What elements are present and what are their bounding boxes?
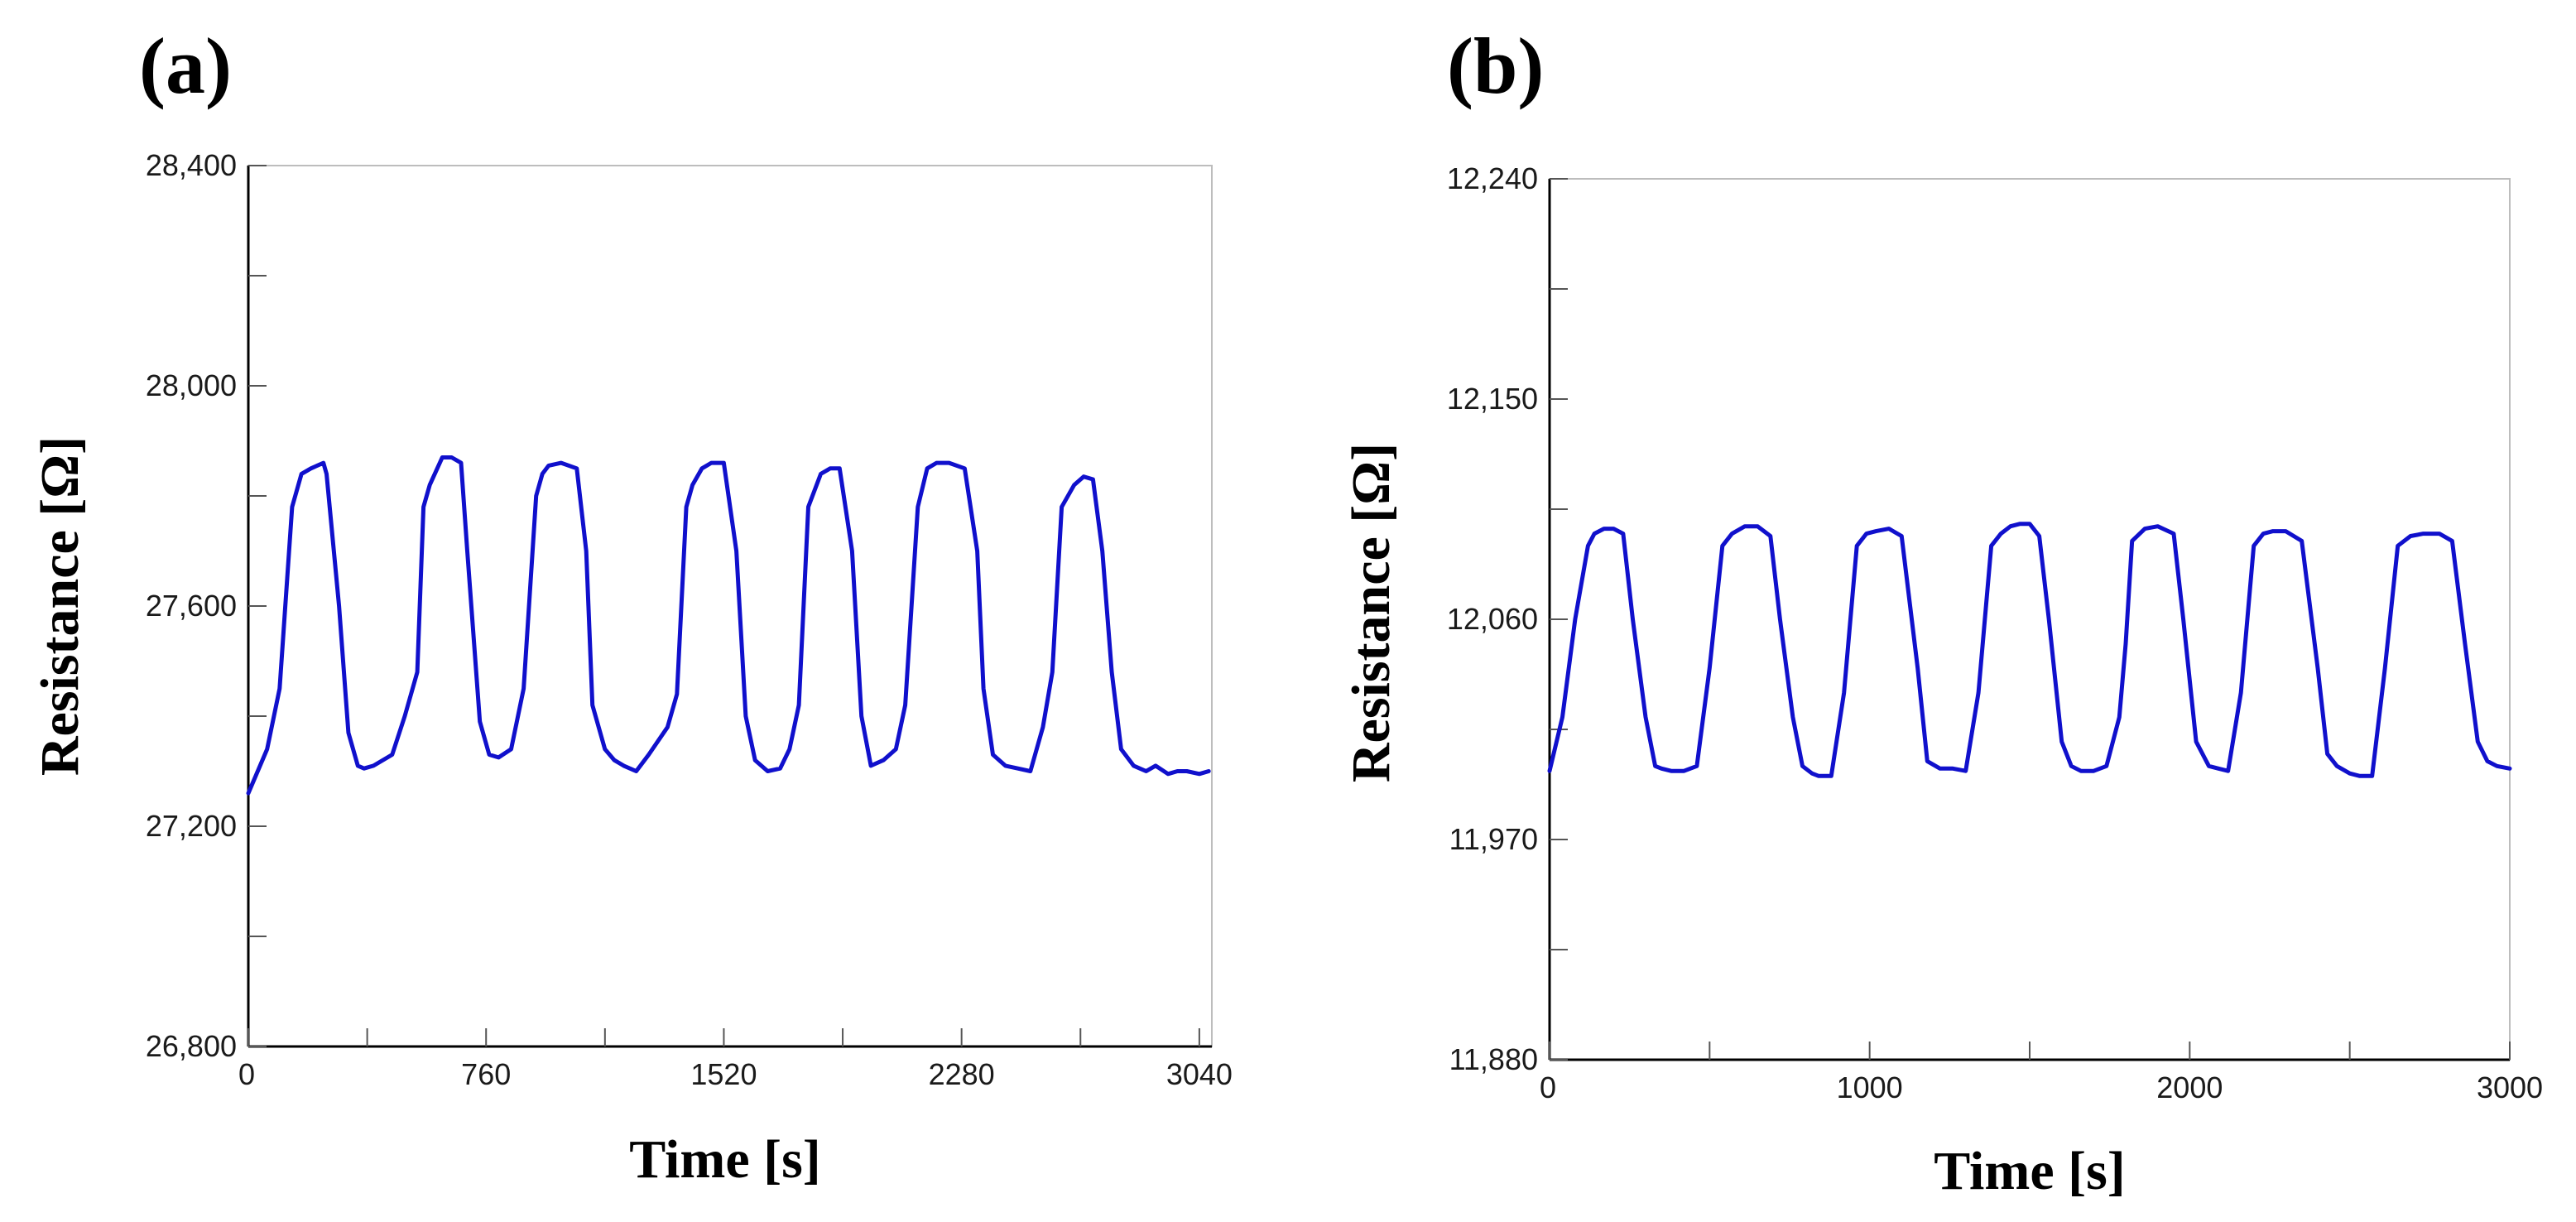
panel-a-y-ticks: 26,800 27,200 27,600 28,000 28,400	[146, 148, 267, 1063]
panel-a-y-tick-label: 28,400	[146, 148, 237, 182]
panel-b-y-tick-label: 11,880	[1449, 1042, 1538, 1076]
panel-b-x-tick-label: 1000	[1837, 1070, 1903, 1104]
panel-a-label: (a)	[139, 22, 232, 110]
panel-b-x-tick-label: 0	[1540, 1070, 1556, 1104]
panel-a-x-tick-label: 760	[461, 1057, 511, 1091]
panel-a-y-tick-label: 28,000	[146, 368, 237, 402]
chart-panel-b: (b) 11,880 11,970 12,060 12,150 12,240 0 1000…	[1341, 22, 2543, 1201]
panel-a-x-tick-label: 3040	[1166, 1057, 1233, 1091]
panel-b-series-line	[1547, 522, 2512, 778]
panel-a-frame	[248, 165, 1213, 1047]
panel-a-x-tick-label: 2280	[929, 1057, 995, 1091]
panel-b-label: (b)	[1447, 22, 1544, 110]
panel-b-y-tick-label: 11,970	[1449, 822, 1538, 856]
panel-a-y-tick-label: 27,600	[146, 589, 237, 623]
panel-a-y-axis-title: Resistance [Ω]	[30, 436, 90, 776]
panel-a-x-tick-label: 0	[238, 1057, 255, 1091]
panel-b-y-ticks: 11,880 11,970 12,060 12,150 12,240	[1447, 161, 1568, 1076]
panel-a-x-ticks: 0 760 1520 2280 3040	[238, 1028, 1233, 1091]
panel-a-series-line	[246, 455, 1211, 796]
panel-a-y-tick-label: 26,800	[146, 1029, 237, 1063]
panel-b-y-tick-label: 12,240	[1447, 161, 1538, 195]
panel-b-x-axis-title: Time [s]	[1934, 1141, 2126, 1201]
panel-b-x-tick-label: 3000	[2477, 1070, 2543, 1104]
panel-a-y-tick-label: 27,200	[146, 809, 237, 843]
panel-b-y-axis-title: Resistance [Ω]	[1341, 443, 1401, 782]
panel-b-frame	[1549, 178, 2511, 1061]
panel-a-x-tick-label: 1520	[690, 1057, 757, 1091]
panel-b-y-tick-label: 12,060	[1447, 602, 1538, 636]
panel-a-x-axis-title: Time [s]	[629, 1129, 821, 1190]
panel-b-x-tick-label: 2000	[2156, 1070, 2223, 1104]
panel-b-y-tick-label: 12,150	[1447, 382, 1538, 416]
chart-panel-a: (a) 26,800 27,200 27,600 28,000 28,400 0 760 1…	[30, 22, 1233, 1190]
panel-b-x-ticks: 0 1000 2000 3000	[1540, 1042, 2543, 1104]
